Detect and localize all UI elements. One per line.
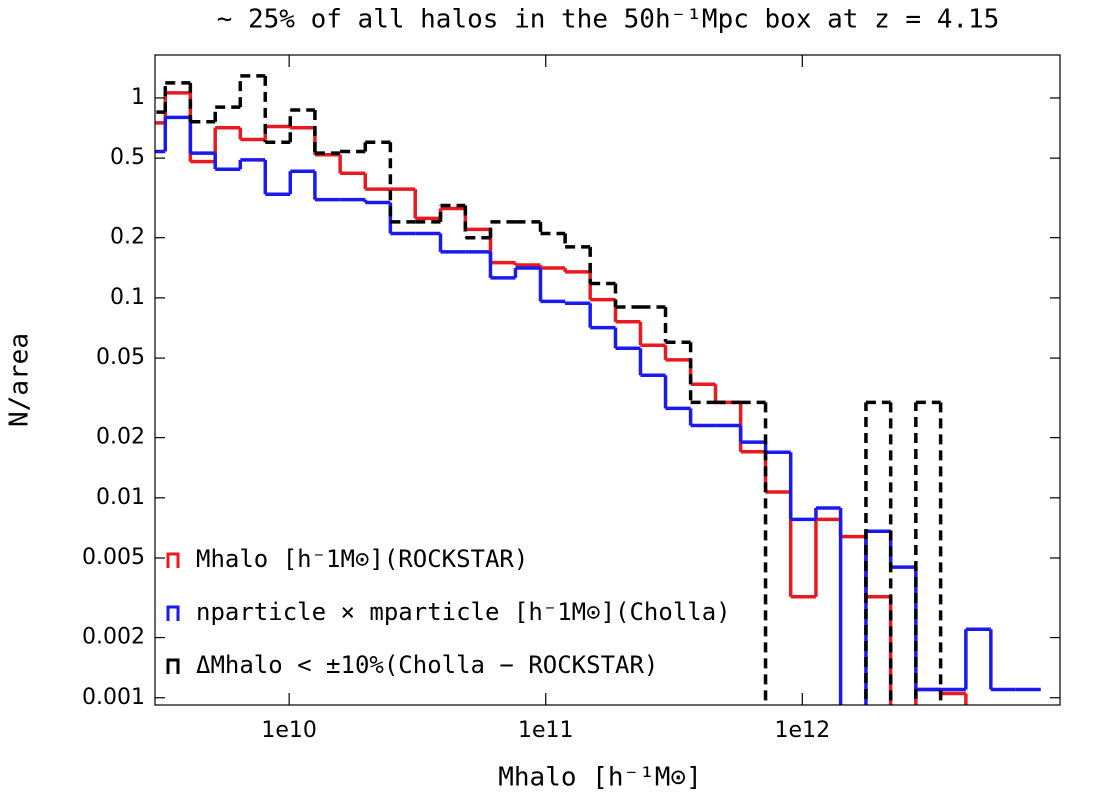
legend-swatch <box>166 552 180 568</box>
y-tick-label: 0.5 <box>110 145 145 170</box>
series <box>155 74 943 705</box>
y-tick-label: 1 <box>131 85 145 110</box>
y-tick-label: 0.05 <box>96 345 145 370</box>
legend-label: ΔMhalo < ±10%(Cholla − ROCKSTAR) <box>196 651 658 679</box>
chart-title: ∼ 25% of all halos in the 50h⁻¹Mpc box a… <box>217 5 1000 35</box>
x-tick-label: 1e11 <box>518 718 574 743</box>
y-tick-label: 0.005 <box>82 545 145 570</box>
plot-frame <box>154 54 1061 706</box>
legend-swatch <box>166 658 180 674</box>
y-tick-label: 0.02 <box>96 425 145 450</box>
y-axis-label: N/area <box>5 333 35 427</box>
y-tick-label: 0.002 <box>82 625 145 650</box>
x-tick-label: 1e10 <box>261 718 317 743</box>
series <box>155 115 1041 705</box>
x-axis-label: Mhalo [h⁻¹M⊙] <box>498 763 702 793</box>
legend-swatch <box>166 605 180 621</box>
legend-label: Mhalo [h⁻1M⊙](ROCKSTAR) <box>196 545 528 573</box>
plot-area <box>155 74 1041 705</box>
y-tick-label: 0.001 <box>82 685 145 710</box>
y-tick-label: 0.1 <box>110 285 145 310</box>
legend-label: nparticle × mparticle [h⁻1M⊙](Cholla) <box>196 598 731 626</box>
y-tick-label: 0.2 <box>110 225 145 250</box>
x-tick-label: 1e12 <box>775 718 831 743</box>
y-tick-label: 0.01 <box>96 485 145 510</box>
